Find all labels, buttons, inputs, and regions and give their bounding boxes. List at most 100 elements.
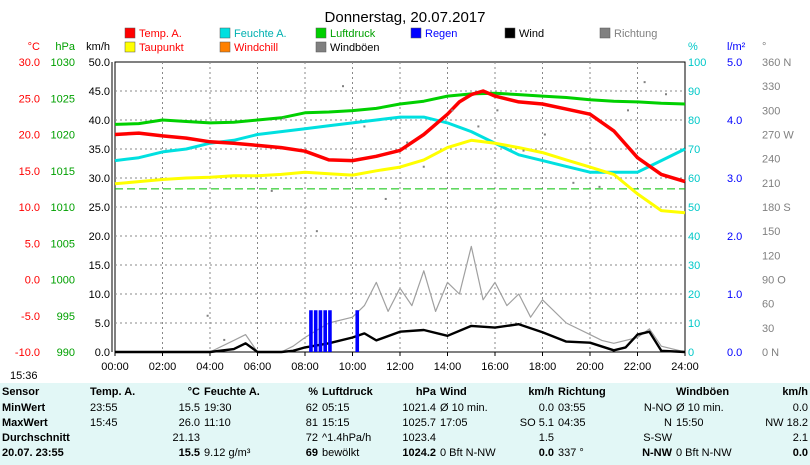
table-cell-dir-v: N-NO xyxy=(643,402,672,414)
table-cell-press-v: 1021.4 xyxy=(402,402,436,414)
rain-bar xyxy=(355,310,360,352)
direction-point xyxy=(665,93,667,96)
table-cell-label: MaxWert xyxy=(2,417,48,429)
x-tick-label: 08:00 xyxy=(291,361,319,373)
direction-point xyxy=(206,314,209,317)
legend-swatch xyxy=(219,41,231,53)
table-cell-temp-v: 26.0 xyxy=(178,417,200,429)
y-tick-label-rain: 5.0 xyxy=(727,57,742,69)
axis-unit-pressure: hPa xyxy=(55,41,75,53)
legend-swatch xyxy=(124,27,136,39)
y-tick-label-direction: 180 S xyxy=(762,202,791,214)
x-tick-label: 04:00 xyxy=(196,361,224,373)
header-wind: Wind xyxy=(440,386,467,398)
legend-label: Windchill xyxy=(234,42,278,54)
table-cell-label: 20.07. 23:55 xyxy=(2,447,64,459)
y-tick-label-wind: 15.0 xyxy=(89,260,110,272)
table-cell-wind-v: 0.0 xyxy=(538,402,554,414)
direction-point xyxy=(627,109,629,112)
x-tick-label: 22:00 xyxy=(624,361,652,373)
y-tick-label-temp: 5.0 xyxy=(25,238,40,250)
header-gust: Windböen xyxy=(676,386,730,398)
direction-point xyxy=(384,197,387,200)
y-tick-label-humidity: 10 xyxy=(688,318,700,330)
header-temp: Temp. A. xyxy=(90,386,136,398)
legend-swatch xyxy=(315,41,327,53)
direction-point xyxy=(496,109,499,112)
time-label: 15:36 xyxy=(10,370,38,382)
header-dir: Richtung xyxy=(558,386,606,398)
y-tick-label-pressure: 1030 xyxy=(51,57,75,69)
y-tick-label-pressure: 1010 xyxy=(51,202,75,214)
x-tick-label: 20:00 xyxy=(576,361,604,373)
legend-label: Luftdruck xyxy=(330,28,376,40)
table-cell-press-v: 1023.4 xyxy=(402,432,436,444)
y-tick-label-wind: 5.0 xyxy=(95,318,110,330)
y-tick-label-temp: 30.0 xyxy=(19,57,40,69)
y-tick-label-pressure: 1000 xyxy=(51,275,75,287)
y-tick-label-temp: 15.0 xyxy=(19,166,40,178)
series-line-temp-a- xyxy=(114,89,686,184)
y-tick-label-pressure: 990 xyxy=(57,347,75,359)
table-cell-dir-v: N-NW xyxy=(642,447,672,459)
table-cell-label: MinWert xyxy=(2,402,46,414)
x-tick-label: 18:00 xyxy=(529,361,557,373)
table-cell-hum-v: 81 xyxy=(305,417,318,429)
y-tick-label-humidity: 60 xyxy=(688,173,700,185)
y-tick-label-rain: 0.0 xyxy=(727,347,742,359)
legend-label: Regen xyxy=(425,28,457,40)
table-cell-hum-t xyxy=(202,431,272,446)
x-tick-label: 02:00 xyxy=(149,361,177,373)
y-tick-label-temp: 0.0 xyxy=(25,275,40,287)
table-cell-wind-v: 1.5 xyxy=(538,432,554,444)
legend-swatch xyxy=(219,27,231,39)
y-tick-label-humidity: 0 xyxy=(688,347,694,359)
table-row: 20.07. 23:55 15.5 9.12 g/m³ 69 bewölkt 1024.2… xyxy=(0,446,810,461)
table-cell-temp-t: 15:45 xyxy=(90,417,118,429)
rain-bar xyxy=(323,310,327,352)
table-row: MaxWert 15:45 26.0 11:10 81 15:15 1025.7 17:05 S… xyxy=(0,416,810,431)
y-tick-label-rain: 3.0 xyxy=(727,173,742,185)
table-cell-press-t: bewölkt xyxy=(322,447,360,459)
table-cell-temp-v: 15.5 xyxy=(178,402,200,414)
direction-point xyxy=(643,81,646,84)
table-cell-dir-v: N xyxy=(664,417,672,429)
legend-swatch xyxy=(315,27,327,39)
series-line-taupunkt xyxy=(114,138,686,215)
table-cell-hum-v: 62 xyxy=(305,402,318,414)
y-tick-label-wind: 0.0 xyxy=(95,347,110,359)
y-tick-label-humidity: 30 xyxy=(688,260,700,272)
series-line-windb-en xyxy=(115,245,686,353)
table-cell-wind-v: 0.0 xyxy=(538,447,554,459)
y-tick-label-wind: 25.0 xyxy=(89,202,110,214)
y-tick-label-direction: 60 xyxy=(762,299,774,311)
table-cell-gust-t: Ø 10 min. xyxy=(676,402,724,414)
y-tick-label-temp: 25.0 xyxy=(19,93,40,105)
x-tick-label: 12:00 xyxy=(386,361,414,373)
table-cell-wind-v: SO 5.1 xyxy=(519,417,554,429)
table-cell-hum-t: 19:30 xyxy=(204,402,232,414)
table-cell-temp-t: 23:55 xyxy=(90,402,118,414)
direction-point xyxy=(451,109,454,112)
y-tick-label-rain: 1.0 xyxy=(727,289,742,301)
rain-bar xyxy=(313,310,318,352)
table-cell-dir-t: 04:35 xyxy=(558,417,586,429)
y-tick-label-wind: 45.0 xyxy=(89,86,110,98)
series-line-luftdruck xyxy=(114,91,686,126)
legend-label: Feuchte A. xyxy=(234,28,287,40)
x-tick-label: 10:00 xyxy=(339,361,367,373)
header-hum: Feuchte A. xyxy=(204,386,260,398)
axis-unit-wind: km/h xyxy=(86,41,110,53)
direction-point xyxy=(270,189,273,192)
y-tick-label-wind: 50.0 xyxy=(89,57,110,69)
table-cell-temp-v: 15.5 xyxy=(178,447,200,459)
axis-unit-rain: l/m² xyxy=(727,41,746,53)
y-tick-label-pressure: 1015 xyxy=(51,166,75,178)
x-tick-label: 16:00 xyxy=(481,361,509,373)
y-tick-label-rain: 2.0 xyxy=(727,231,742,243)
legend-swatch xyxy=(599,27,611,39)
table-header: Sensor Temp. A. °C Feuchte A. % Luftdruc… xyxy=(0,383,810,401)
axis-unit-humidity: % xyxy=(688,41,698,53)
y-tick-label-temp: 10.0 xyxy=(19,202,40,214)
y-tick-label-direction: 90 O xyxy=(762,275,786,287)
